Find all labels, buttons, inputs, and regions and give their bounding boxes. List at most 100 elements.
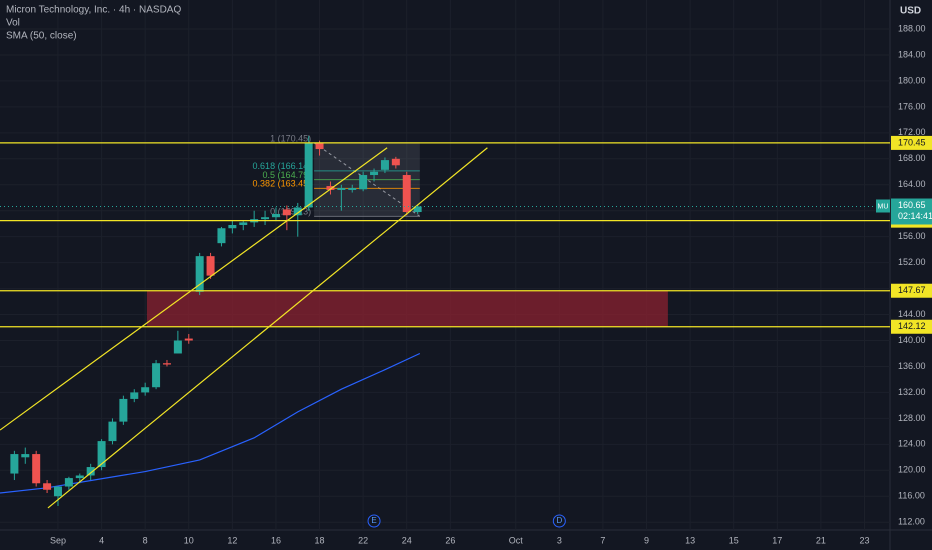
- event-marker[interactable]: [552, 514, 566, 528]
- level-tag: [891, 319, 932, 334]
- candle-body: [348, 188, 357, 190]
- x-tick-label: 12: [227, 535, 237, 545]
- y-tick-label: 144.00: [898, 309, 926, 319]
- x-tick-label: 18: [315, 535, 325, 545]
- candle-body: [326, 186, 335, 190]
- candle-body: [195, 256, 204, 292]
- x-tick-label: 7: [600, 535, 605, 545]
- candle-body: [21, 454, 30, 458]
- x-tick-label: 26: [445, 535, 455, 545]
- currency[interactable]: USD: [900, 6, 921, 17]
- y-tick-label: 124.00: [898, 439, 926, 449]
- x-tick-label: 21: [816, 535, 826, 545]
- x-tick-label: 9: [644, 535, 649, 545]
- candle-body: [53, 486, 62, 497]
- y-tick-label: 156.00: [898, 231, 926, 241]
- candle-body: [119, 398, 128, 422]
- fib-label: 0.5 (164.79): [263, 170, 312, 180]
- level-tag: [891, 283, 932, 298]
- fib-label: 0.382 (163.45): [253, 179, 312, 189]
- x-tick-label: 10: [184, 535, 194, 545]
- x-tick-label: 16: [271, 535, 281, 545]
- x-tick-label: Sep: [50, 535, 66, 545]
- volume-legend: Vol: [6, 18, 20, 29]
- candle-body: [261, 217, 270, 220]
- candle-body: [162, 363, 171, 365]
- sma-legend: SMA (50, close): [6, 31, 77, 42]
- y-tick-label: 128.00: [898, 413, 926, 423]
- x-tick-label: 3: [557, 535, 562, 545]
- last-price-label: 160.65: [898, 200, 926, 210]
- candle-body: [380, 160, 389, 170]
- fib-label: 0.618 (166.14): [253, 161, 312, 171]
- candle-body: [282, 209, 291, 216]
- y-tick-label: 180.00: [898, 75, 926, 85]
- y-tick-label: 116.00: [898, 491, 925, 501]
- y-tick-label: 120.00: [898, 465, 926, 475]
- candle-body: [304, 142, 313, 208]
- event-label: E: [371, 516, 376, 525]
- y-tick-label: 188.00: [898, 23, 926, 33]
- ticker: MU: [878, 203, 889, 210]
- x-tick-label: Oct: [509, 535, 524, 545]
- candle-body: [32, 454, 41, 484]
- countdown: 02:14:41: [898, 211, 932, 221]
- y-tick-label: 164.00: [898, 179, 926, 189]
- event-marker[interactable]: [367, 514, 381, 528]
- candle-body: [152, 363, 161, 388]
- candle-body: [337, 188, 346, 190]
- candle-body: [315, 142, 324, 150]
- candle-body: [402, 175, 411, 213]
- candle-body: [108, 421, 117, 442]
- candle-body: [228, 224, 237, 229]
- x-tick-label: 13: [685, 535, 695, 545]
- fib-label: 1 (170.45): [270, 133, 311, 143]
- candle-body: [173, 340, 182, 354]
- candle-body: [217, 228, 226, 244]
- sma-line: [0, 352, 421, 494]
- last-price-tag: [891, 198, 932, 225]
- candle-body: [141, 387, 150, 393]
- candle-body: [130, 392, 139, 399]
- y-tick-label: 152.00: [898, 257, 926, 267]
- y-tick-label: 168.00: [898, 153, 926, 163]
- candle-body: [370, 171, 379, 176]
- candle-body: [184, 338, 193, 341]
- zone: [146, 290, 668, 327]
- candle-body: [359, 175, 368, 190]
- y-tick-label: 176.00: [898, 101, 926, 111]
- level-label: 142.12: [898, 321, 926, 331]
- level-tag: [891, 135, 932, 150]
- candle-body: [206, 256, 215, 276]
- candle-body: [86, 467, 95, 476]
- y-tick-label: 184.00: [898, 49, 926, 59]
- x-tick-label: 17: [772, 535, 782, 545]
- event-label: D: [556, 516, 562, 525]
- y-tick-label: 112.00: [898, 517, 925, 527]
- candle-body: [293, 207, 302, 216]
- level-label: 170.45: [898, 137, 926, 147]
- x-tick-label: 22: [358, 535, 368, 545]
- x-tick-label: 8: [143, 535, 148, 545]
- y-tick-label: 136.00: [898, 361, 926, 371]
- y-tick-label: 132.00: [898, 387, 926, 397]
- candle-body: [239, 222, 248, 225]
- candle-body: [43, 483, 52, 490]
- candle-body: [413, 206, 422, 213]
- candle-body: [271, 213, 280, 218]
- x-tick-label: 4: [99, 535, 104, 545]
- channel-line: [0, 147, 388, 431]
- chart-title: Micron Technology, Inc. · 4h · NASDAQ: [6, 5, 181, 16]
- level-label: 147.67: [898, 285, 926, 295]
- x-tick-label: 23: [859, 535, 869, 545]
- channel-line: [47, 147, 488, 509]
- candle-body: [97, 441, 106, 468]
- candle-body: [75, 475, 84, 479]
- y-tick-label: 172.00: [898, 127, 926, 137]
- y-tick-label: 140.00: [898, 335, 926, 345]
- candle-body: [10, 454, 19, 474]
- x-tick-label: 15: [729, 535, 739, 545]
- x-tick-label: 24: [402, 535, 412, 545]
